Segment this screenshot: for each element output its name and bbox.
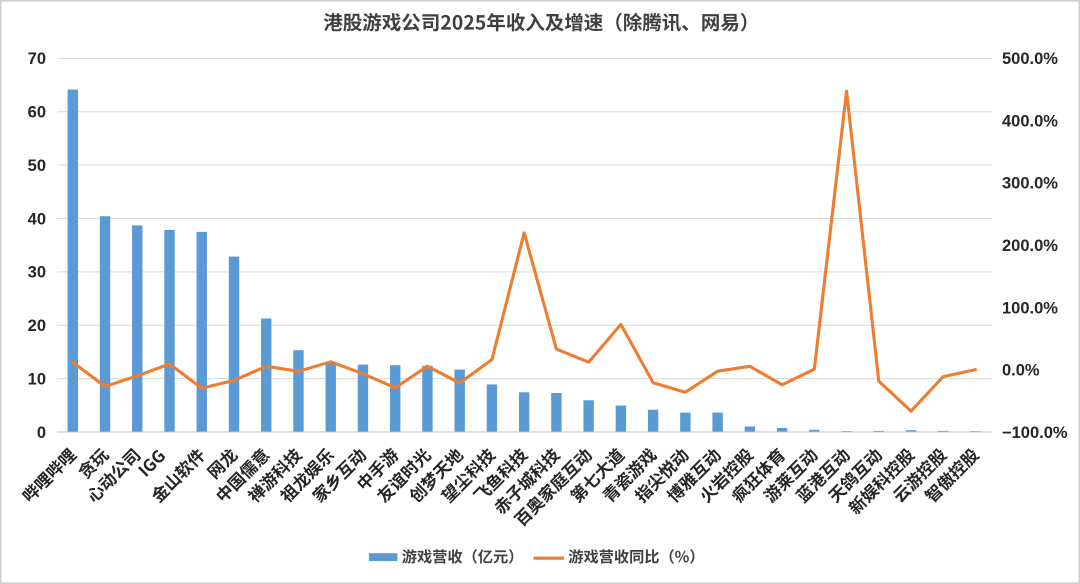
svg-text:100.0%: 100.0% <box>1002 299 1058 317</box>
svg-text:60: 60 <box>28 104 46 122</box>
svg-text:20: 20 <box>28 317 46 335</box>
svg-text:50: 50 <box>28 157 46 175</box>
svg-text:0.0%: 0.0% <box>1002 362 1040 380</box>
svg-text:−100.0%: −100.0% <box>1002 424 1068 442</box>
svg-text:400.0%: 400.0% <box>1002 112 1058 130</box>
svg-text:0: 0 <box>37 424 46 442</box>
svg-text:40: 40 <box>28 210 46 228</box>
svg-text:200.0%: 200.0% <box>1002 237 1058 255</box>
svg-text:30: 30 <box>28 264 46 282</box>
svg-text:300.0%: 300.0% <box>1002 175 1058 193</box>
svg-text:70: 70 <box>28 50 46 68</box>
svg-text:500.0%: 500.0% <box>1002 50 1058 68</box>
svg-text:10: 10 <box>28 370 46 388</box>
